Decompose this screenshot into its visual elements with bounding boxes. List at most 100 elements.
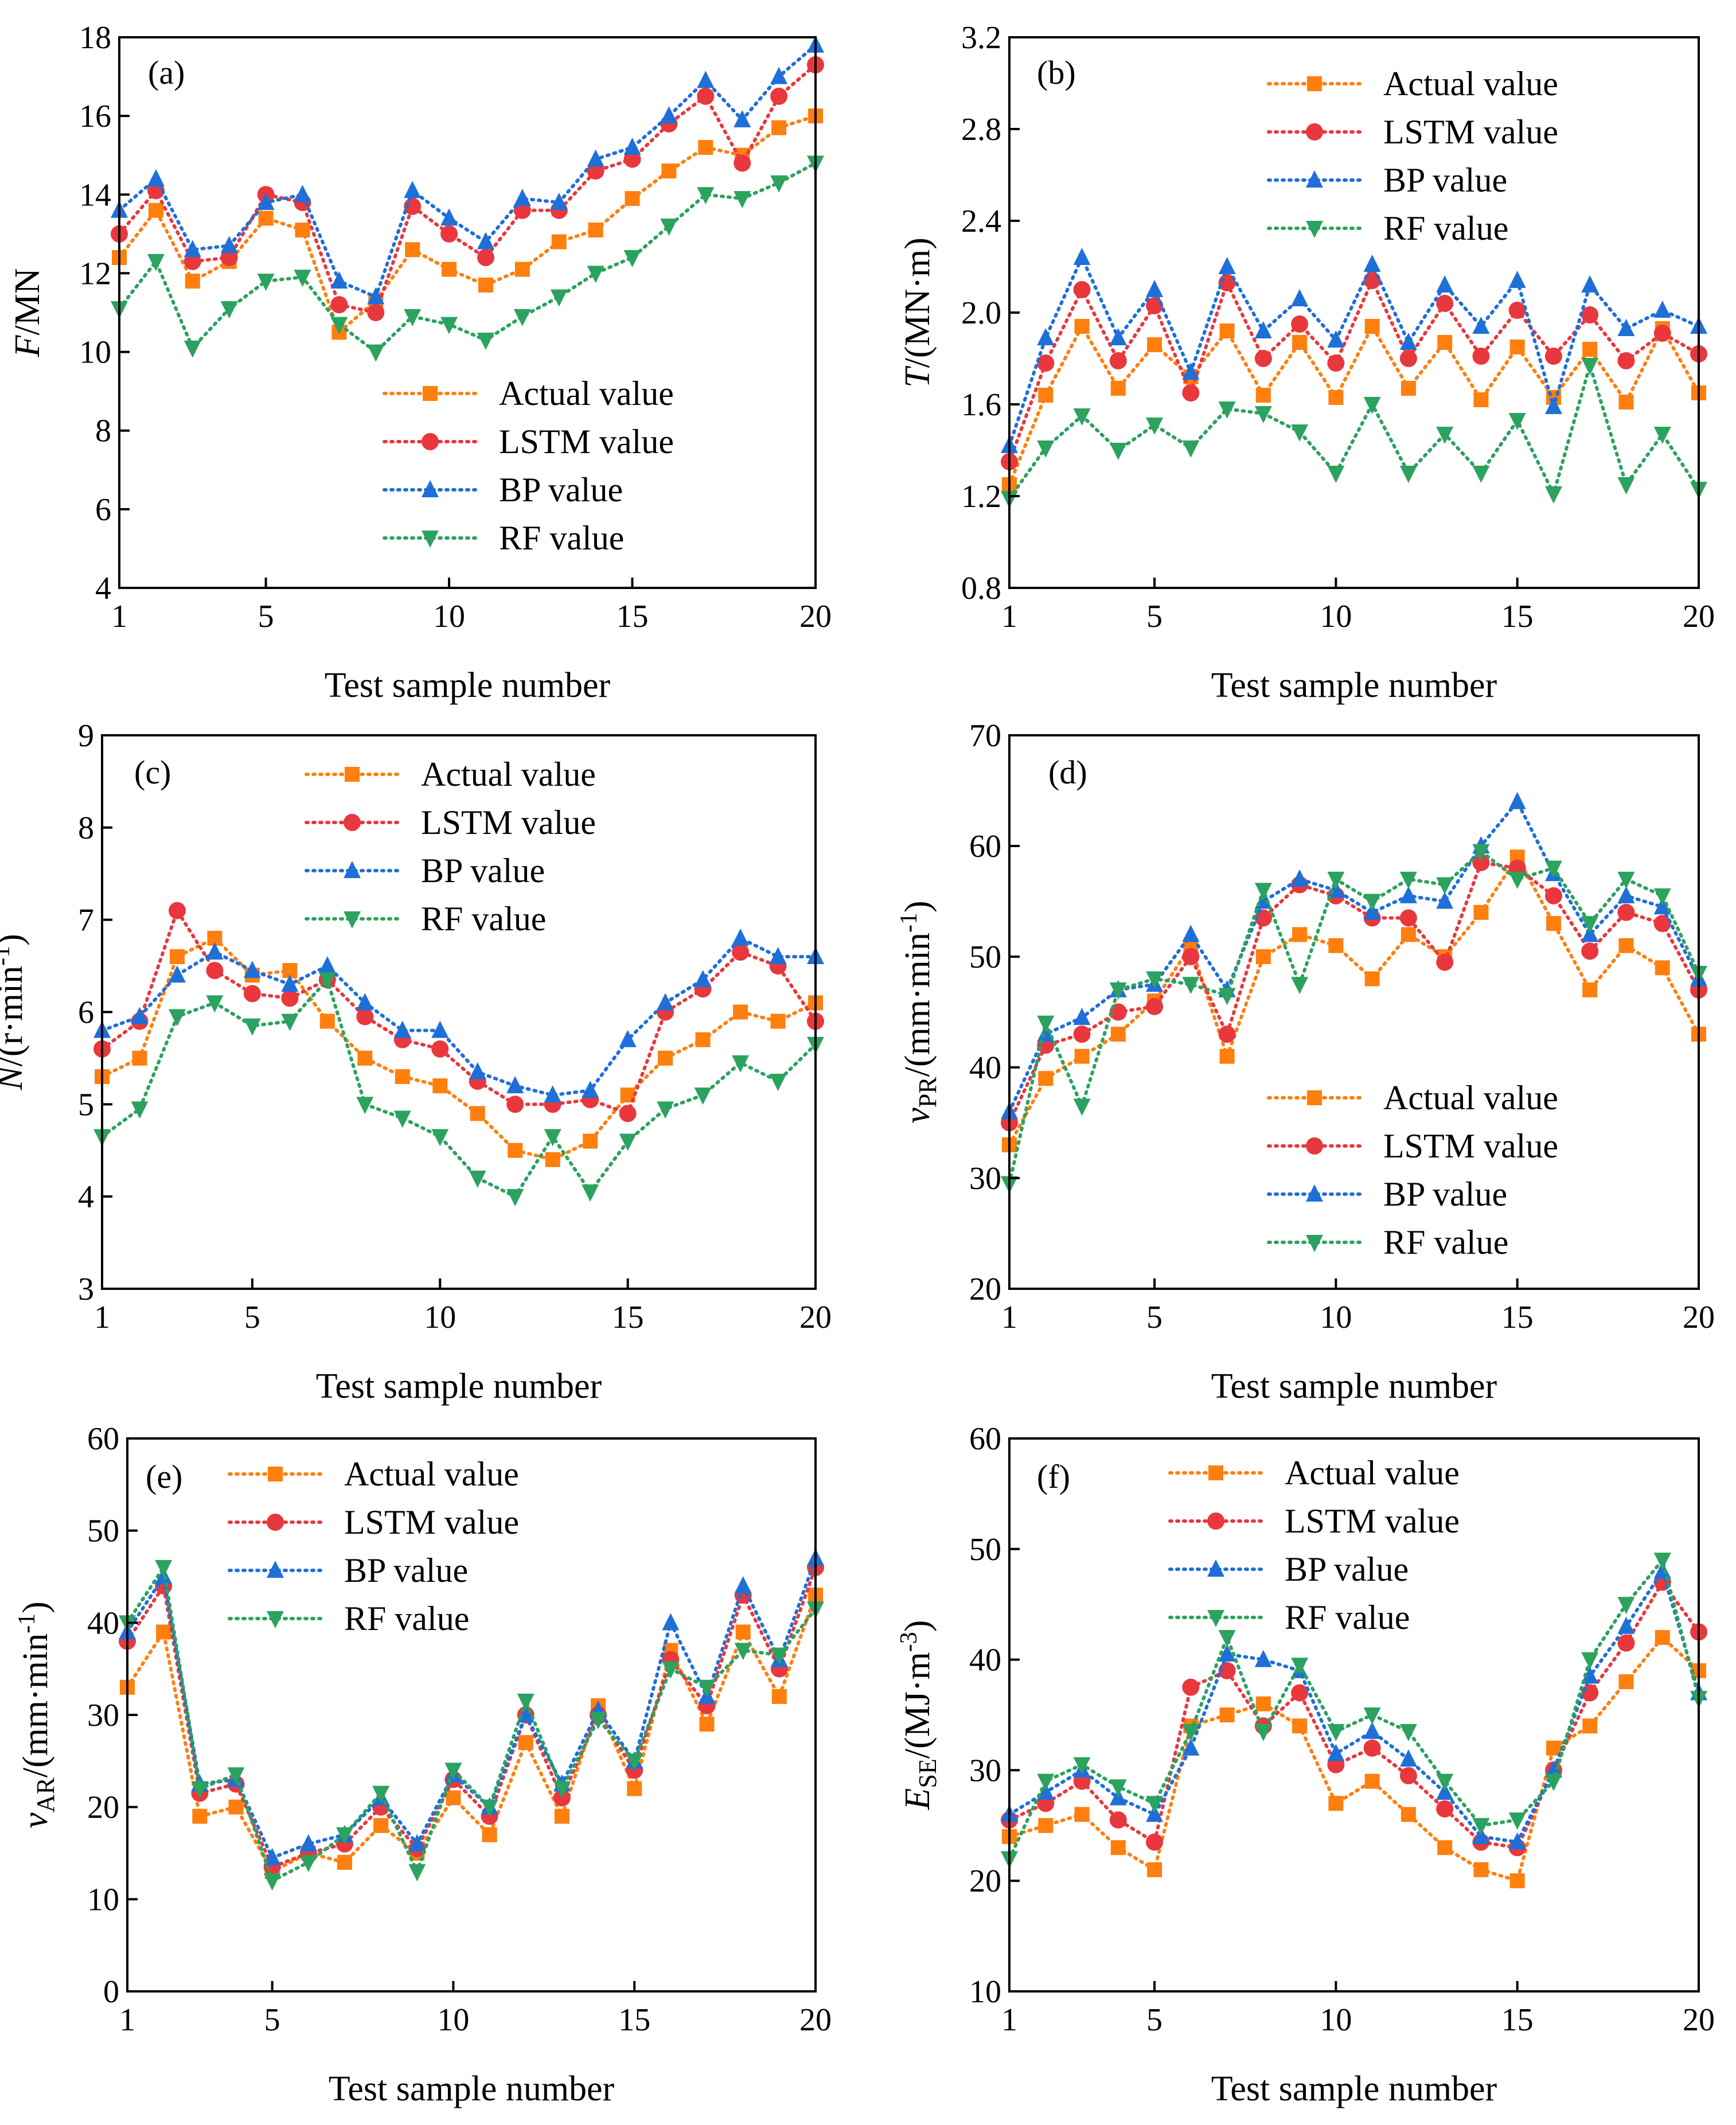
y-tick-label: 7: [78, 903, 94, 938]
data-point-actual: [514, 262, 530, 277]
data-point-actual: [258, 210, 274, 226]
data-point-rf: [1363, 894, 1381, 911]
legend-label: LSTM value: [344, 1503, 519, 1541]
y-tick-label: 40: [87, 1605, 119, 1641]
data-point-lstm: [404, 197, 422, 215]
data-point-rf: [769, 1074, 787, 1091]
y-axis-title: vAR/(mm·min-1): [14, 1601, 60, 1828]
data-point-actual: [373, 1818, 389, 1833]
y-axis-title: N/(r·min-1): [0, 934, 30, 1091]
data-point-lstm: [1581, 942, 1599, 960]
y-tick-label: 60: [969, 1421, 1001, 1457]
data-point-rf: [1544, 1773, 1562, 1791]
y-axis-title: F/MN: [8, 268, 47, 357]
data-point-rf: [1472, 1818, 1490, 1835]
series-line-bp: [100, 936, 817, 1097]
x-tick-label: 10: [1320, 1300, 1352, 1335]
legend: Actual value LSTM value BP value RF value: [305, 755, 596, 938]
data-point-rf: [1327, 1724, 1345, 1741]
data-point-actual: [1582, 342, 1598, 357]
legend-label: RF value: [1383, 209, 1508, 247]
data-point-rf: [1146, 1796, 1164, 1814]
data-point-bp: [1508, 791, 1526, 809]
data-point-rf: [372, 1785, 390, 1803]
data-point-rf: [393, 1110, 411, 1128]
data-point-bp: [243, 961, 261, 978]
y-tick-label: 6: [78, 995, 94, 1031]
data-point-rf: [1436, 877, 1454, 895]
x-tick-label: 15: [618, 2002, 650, 2038]
series-line-lstm: [1008, 276, 1700, 463]
legend-marker: [1306, 123, 1323, 141]
data-point-actual: [1110, 381, 1126, 396]
data-point-rf: [732, 1055, 750, 1073]
data-point-bp: [404, 181, 422, 198]
data-point-rf: [131, 1101, 149, 1119]
data-point-actual: [1618, 395, 1634, 410]
data-point-bp: [1073, 1008, 1091, 1026]
data-point-actual: [699, 1717, 715, 1732]
data-point-rf: [1291, 977, 1309, 995]
data-point-lstm: [367, 304, 385, 321]
x-tick-label: 5: [1146, 599, 1162, 634]
data-point-bp: [1182, 1738, 1200, 1756]
data-point-bp: [367, 287, 385, 305]
data-point-lstm: [1182, 384, 1200, 401]
data-point-bp: [1182, 362, 1200, 380]
x-tick-label: 15: [612, 1300, 644, 1335]
data-point-rf: [1254, 1724, 1272, 1741]
data-point-bp: [1254, 1650, 1272, 1667]
data-point-actual: [1473, 904, 1489, 920]
data-point-rf: [1472, 466, 1490, 483]
data-point-bp: [544, 1085, 561, 1103]
data-point-actual: [478, 278, 493, 293]
data-point-rf: [1544, 860, 1562, 878]
series-line-rf: [1008, 849, 1700, 1186]
y-tick-label: 5: [78, 1087, 94, 1122]
data-point-actual: [1437, 1840, 1453, 1855]
data-point-lstm: [1254, 350, 1272, 367]
legend-marker: [423, 386, 438, 401]
x-tick-label: 20: [1683, 1300, 1715, 1335]
data-point-rf: [318, 972, 336, 990]
data-point-lstm: [1182, 1678, 1200, 1696]
legend-label: Actual value: [421, 755, 596, 793]
panel-label: (b): [1037, 54, 1076, 91]
data-point-rf: [770, 1647, 788, 1665]
y-tick-label: 8: [95, 414, 111, 449]
data-point-bp: [1291, 869, 1309, 887]
data-point-rf: [168, 1009, 186, 1027]
data-point-actual: [1219, 1048, 1235, 1064]
data-point-lstm: [1544, 348, 1562, 365]
data-point-lstm: [697, 87, 715, 105]
data-point-actual: [1364, 971, 1380, 987]
data-point-rf: [697, 187, 715, 205]
data-point-rf: [227, 1767, 245, 1785]
data-point-bp: [408, 1834, 426, 1851]
data-point-rf: [1399, 1724, 1417, 1741]
data-point-rf: [444, 1763, 462, 1780]
data-point-rf: [1363, 397, 1381, 414]
legend-label: BP value: [1383, 161, 1507, 199]
data-point-bp: [550, 193, 568, 210]
data-point-actual: [482, 1827, 497, 1842]
data-point-actual: [1292, 1718, 1308, 1734]
data-point-bp: [1218, 257, 1236, 274]
legend-label: LSTM value: [1285, 1502, 1460, 1540]
data-point-actual: [1292, 927, 1308, 942]
data-point-rf: [1363, 1707, 1381, 1725]
legend: Actual value LSTM value BP value RF value: [228, 1455, 519, 1637]
data-point-actual: [1255, 388, 1271, 403]
data-point-bp: [184, 240, 201, 258]
legend-label: LSTM value: [499, 423, 674, 461]
data-point-actual: [169, 949, 185, 964]
x-tick-label: 1: [1001, 599, 1017, 634]
data-point-lstm: [220, 249, 238, 266]
data-point-rf: [1508, 413, 1526, 430]
data-point-rf: [336, 1827, 353, 1845]
data-point-lstm: [732, 943, 750, 961]
data-point-bp: [1399, 886, 1417, 903]
data-point-actual: [518, 1735, 533, 1750]
